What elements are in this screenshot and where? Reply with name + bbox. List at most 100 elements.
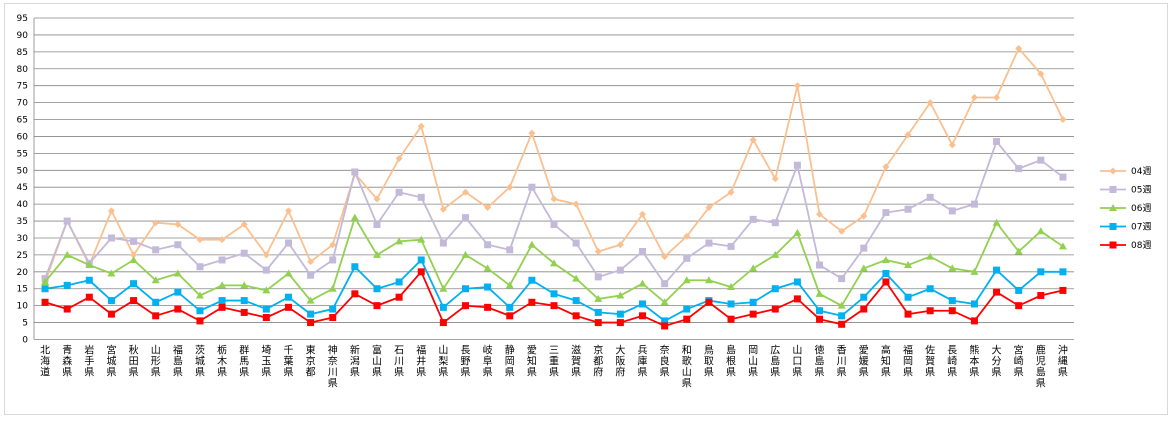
data-point [262,266,270,274]
y-tick-label: 25 [17,251,28,261]
data-point [461,302,469,310]
data-point [616,241,624,249]
data-point [881,255,890,263]
x-tick-label: 茨城県 [195,344,205,379]
x-tick-label: 福島県 [173,344,183,379]
data-point [882,278,890,286]
data-point [85,276,93,284]
data-point [63,281,71,289]
data-point [904,261,913,269]
data-point [373,220,381,228]
x-tick-label: 岩手県 [84,344,94,379]
data-point [528,183,536,191]
data-point [816,315,824,323]
x-tick-label: 愛媛県 [859,344,869,379]
data-point [329,256,337,264]
data-point [904,293,912,301]
x-tick-label: 京都府 [593,344,603,379]
x-tick-label: 沖縄県 [1058,344,1068,379]
data-point [816,261,824,269]
data-point [816,210,824,218]
x-tick-label: 群馬県 [239,344,249,379]
data-point [284,303,292,311]
data-point [218,236,226,244]
data-point [860,244,868,252]
data-point [594,294,603,302]
data-point [484,204,492,212]
data-point [749,310,757,318]
y-tick-label: 45 [17,183,28,193]
x-tick-label: 神奈川県 [328,344,338,390]
data-point [1109,167,1117,175]
data-point [372,250,381,258]
data-point [484,283,492,291]
data-point [661,322,669,330]
x-tick-label: 和歌山県 [682,345,692,390]
data-point [461,214,469,222]
x-tick-label: 山口県 [792,345,802,379]
data-point [749,215,757,223]
data-point [1109,223,1117,230]
x-tick-label: 長野県 [460,345,470,379]
data-point [528,276,536,284]
x-tick-label: 静岡県 [505,344,515,379]
legend-item: 07週 [1100,222,1151,233]
data-point [838,320,846,328]
legend-label: 08週 [1131,240,1151,251]
data-point [173,269,182,277]
data-point [838,275,846,283]
data-point [993,266,1001,274]
y-tick-label: 20 [17,268,29,278]
data-point [727,315,735,323]
data-point [284,269,293,277]
data-point [815,289,824,297]
data-point [572,274,581,282]
x-tick-label: 青森県 [62,344,72,379]
data-point [860,212,868,220]
data-point [638,279,647,287]
y-tick-label: 40 [17,200,29,210]
y-tick-label: 60 [17,132,29,142]
data-point [550,302,558,310]
data-point [860,305,868,313]
data-point [594,308,602,316]
data-point [439,284,448,292]
data-point [639,248,647,256]
data-point [660,298,669,306]
x-tick-label: 山形県 [151,345,161,379]
y-tick-label: 90 [17,31,29,41]
data-point [1037,70,1045,78]
data-point [174,288,182,296]
data-point [705,204,713,212]
data-point [85,261,94,269]
data-point [1015,302,1023,310]
data-point [683,305,691,313]
data-point [107,234,115,242]
data-point [1059,116,1067,124]
y-tick-label: 0 [22,336,28,346]
data-point [948,264,957,272]
data-point [63,217,71,225]
data-point [1036,227,1045,235]
x-tick-label: 広島県 [770,344,780,379]
data-point [329,241,337,249]
data-point [683,254,691,262]
data-point [661,317,669,325]
data-point [970,267,979,275]
data-point [240,281,249,289]
data-point [1059,173,1067,181]
data-point [683,315,691,323]
data-point [129,255,138,263]
data-point [727,300,735,308]
x-tick-label: 佐賀県 [925,345,935,379]
data-point [152,246,160,254]
x-tick-label: 石川県 [394,346,404,379]
data-point [329,314,337,322]
data-point [594,248,602,256]
data-point [373,195,381,203]
data-point [771,285,779,293]
data-point [993,288,1001,296]
y-tick-label: 35 [17,217,28,227]
data-point [417,268,425,276]
data-point [926,307,934,315]
